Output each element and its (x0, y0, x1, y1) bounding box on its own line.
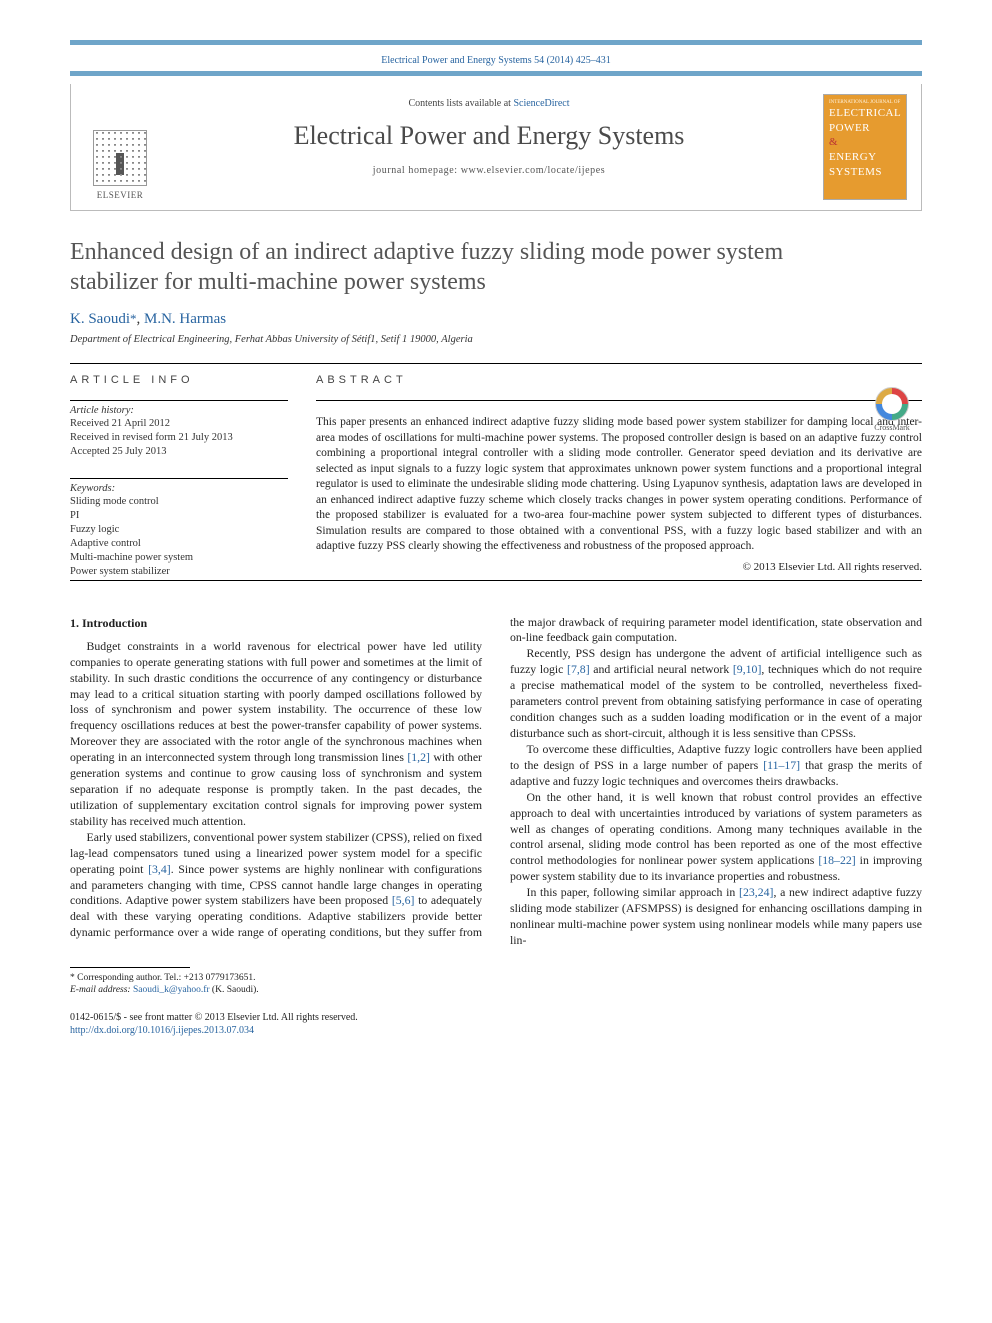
section-1-head: 1. Introduction (70, 615, 482, 631)
crossmark-label: CrossMark (874, 423, 910, 432)
cover-line-2: POWER (829, 122, 901, 135)
crossmark[interactable]: CrossMark (862, 387, 922, 432)
body-text: 1. Introduction Budget constraints in a … (70, 615, 922, 949)
sciencedirect-link[interactable]: ScienceDirect (513, 98, 569, 109)
rule-bottom (70, 580, 922, 581)
history-label: Article history: (70, 405, 288, 416)
rule-info-1 (70, 400, 288, 401)
email-after: (K. Saoudi). (210, 985, 259, 995)
article-info-column: article info Article history: Received 2… (70, 364, 288, 580)
ref-7-8[interactable]: [7,8] (567, 662, 590, 676)
elsevier-tree-icon (93, 130, 147, 186)
history-accepted: Accepted 25 July 2013 (70, 445, 288, 459)
abstract-text: This paper presents an enhanced indirect… (316, 405, 922, 555)
rule-abs (316, 400, 922, 401)
affiliation: Department of Electrical Engineering, Fe… (70, 334, 842, 345)
contents-prefix: Contents lists available at (408, 98, 513, 109)
p3b: and artificial neural network (590, 662, 733, 676)
masthead: ELSEVIER Contents lists available at Sci… (70, 84, 922, 211)
contents-available: Contents lists available at ScienceDirec… (163, 98, 815, 109)
abstract-column: abstract This paper presents an enhanced… (316, 364, 922, 580)
cover-line-4: SYSTEMS (829, 166, 901, 179)
author-sep: , (137, 311, 145, 327)
cover-small: INTERNATIONAL JOURNAL OF (829, 100, 901, 105)
history-received: Received 21 April 2012 (70, 417, 288, 431)
front-matter: 0142-0615/$ - see front matter © 2013 El… (70, 1011, 496, 1024)
author-2[interactable]: M.N. Harmas (144, 311, 226, 327)
publisher-name: ELSEVIER (97, 190, 144, 200)
p6a: In this paper, following similar approac… (527, 885, 740, 899)
keyword-4: Adaptive control (70, 537, 288, 551)
keyword-3: Fuzzy logic (70, 523, 288, 537)
email-label: E-mail address: (70, 985, 133, 995)
author-email-link[interactable]: Saoudi_k@yahoo.fr (133, 985, 210, 995)
citation: Electrical Power and Energy Systems 54 (… (381, 55, 611, 66)
ref-18-22[interactable]: [18–22] (818, 853, 855, 867)
corresponding-footnote: * Corresponding author. Tel.: +213 07791… (70, 972, 496, 984)
ref-9-10[interactable]: [9,10] (733, 662, 762, 676)
article-title: Enhanced design of an indirect adaptive … (70, 237, 842, 297)
article-info-head: article info (70, 364, 288, 394)
journal-name: Electrical Power and Energy Systems (163, 121, 815, 151)
ref-1-2[interactable]: [1,2] (407, 750, 430, 764)
keywords-label: Keywords: (70, 483, 288, 494)
keyword-6: Power system stabilizer (70, 565, 288, 579)
doi-link[interactable]: http://dx.doi.org/10.1016/j.ijepes.2013.… (70, 1025, 254, 1036)
ref-3-4[interactable]: [3,4] (148, 862, 171, 876)
journal-homepage: journal homepage: www.elsevier.com/locat… (163, 165, 815, 176)
footnote-rule (70, 967, 190, 968)
cover-line-1: ELECTRICAL (829, 107, 901, 120)
crossmark-icon (875, 387, 909, 421)
keyword-5: Multi-machine power system (70, 551, 288, 565)
journal-cover: INTERNATIONAL JOURNAL OF ELECTRICAL POWE… (823, 94, 907, 200)
ref-11-17[interactable]: [11–17] (763, 758, 800, 772)
abstract-copyright: © 2013 Elsevier Ltd. All rights reserved… (316, 561, 922, 573)
history-revised: Received in revised form 21 July 2013 (70, 431, 288, 445)
publisher-logo-block: ELSEVIER (85, 94, 155, 200)
ref-5-6[interactable]: [5,6] (392, 893, 415, 907)
rule-info-2 (70, 478, 288, 479)
cover-line-3: ENERGY (829, 151, 901, 164)
abstract-head: abstract (316, 364, 922, 394)
keyword-2: PI (70, 509, 288, 523)
authors: K. Saoudi*, M.N. Harmas (70, 311, 842, 328)
email-footnote: E-mail address: Saoudi_k@yahoo.fr (K. Sa… (70, 984, 496, 996)
keyword-1: Sliding mode control (70, 495, 288, 509)
ref-23-24[interactable]: [23,24] (739, 885, 773, 899)
author-1[interactable]: K. Saoudi (70, 311, 130, 327)
p1a: Budget constraints in a world ravenous f… (70, 639, 482, 764)
topbar: Electrical Power and Energy Systems 54 (… (70, 40, 922, 76)
cover-amp: & (829, 136, 901, 149)
